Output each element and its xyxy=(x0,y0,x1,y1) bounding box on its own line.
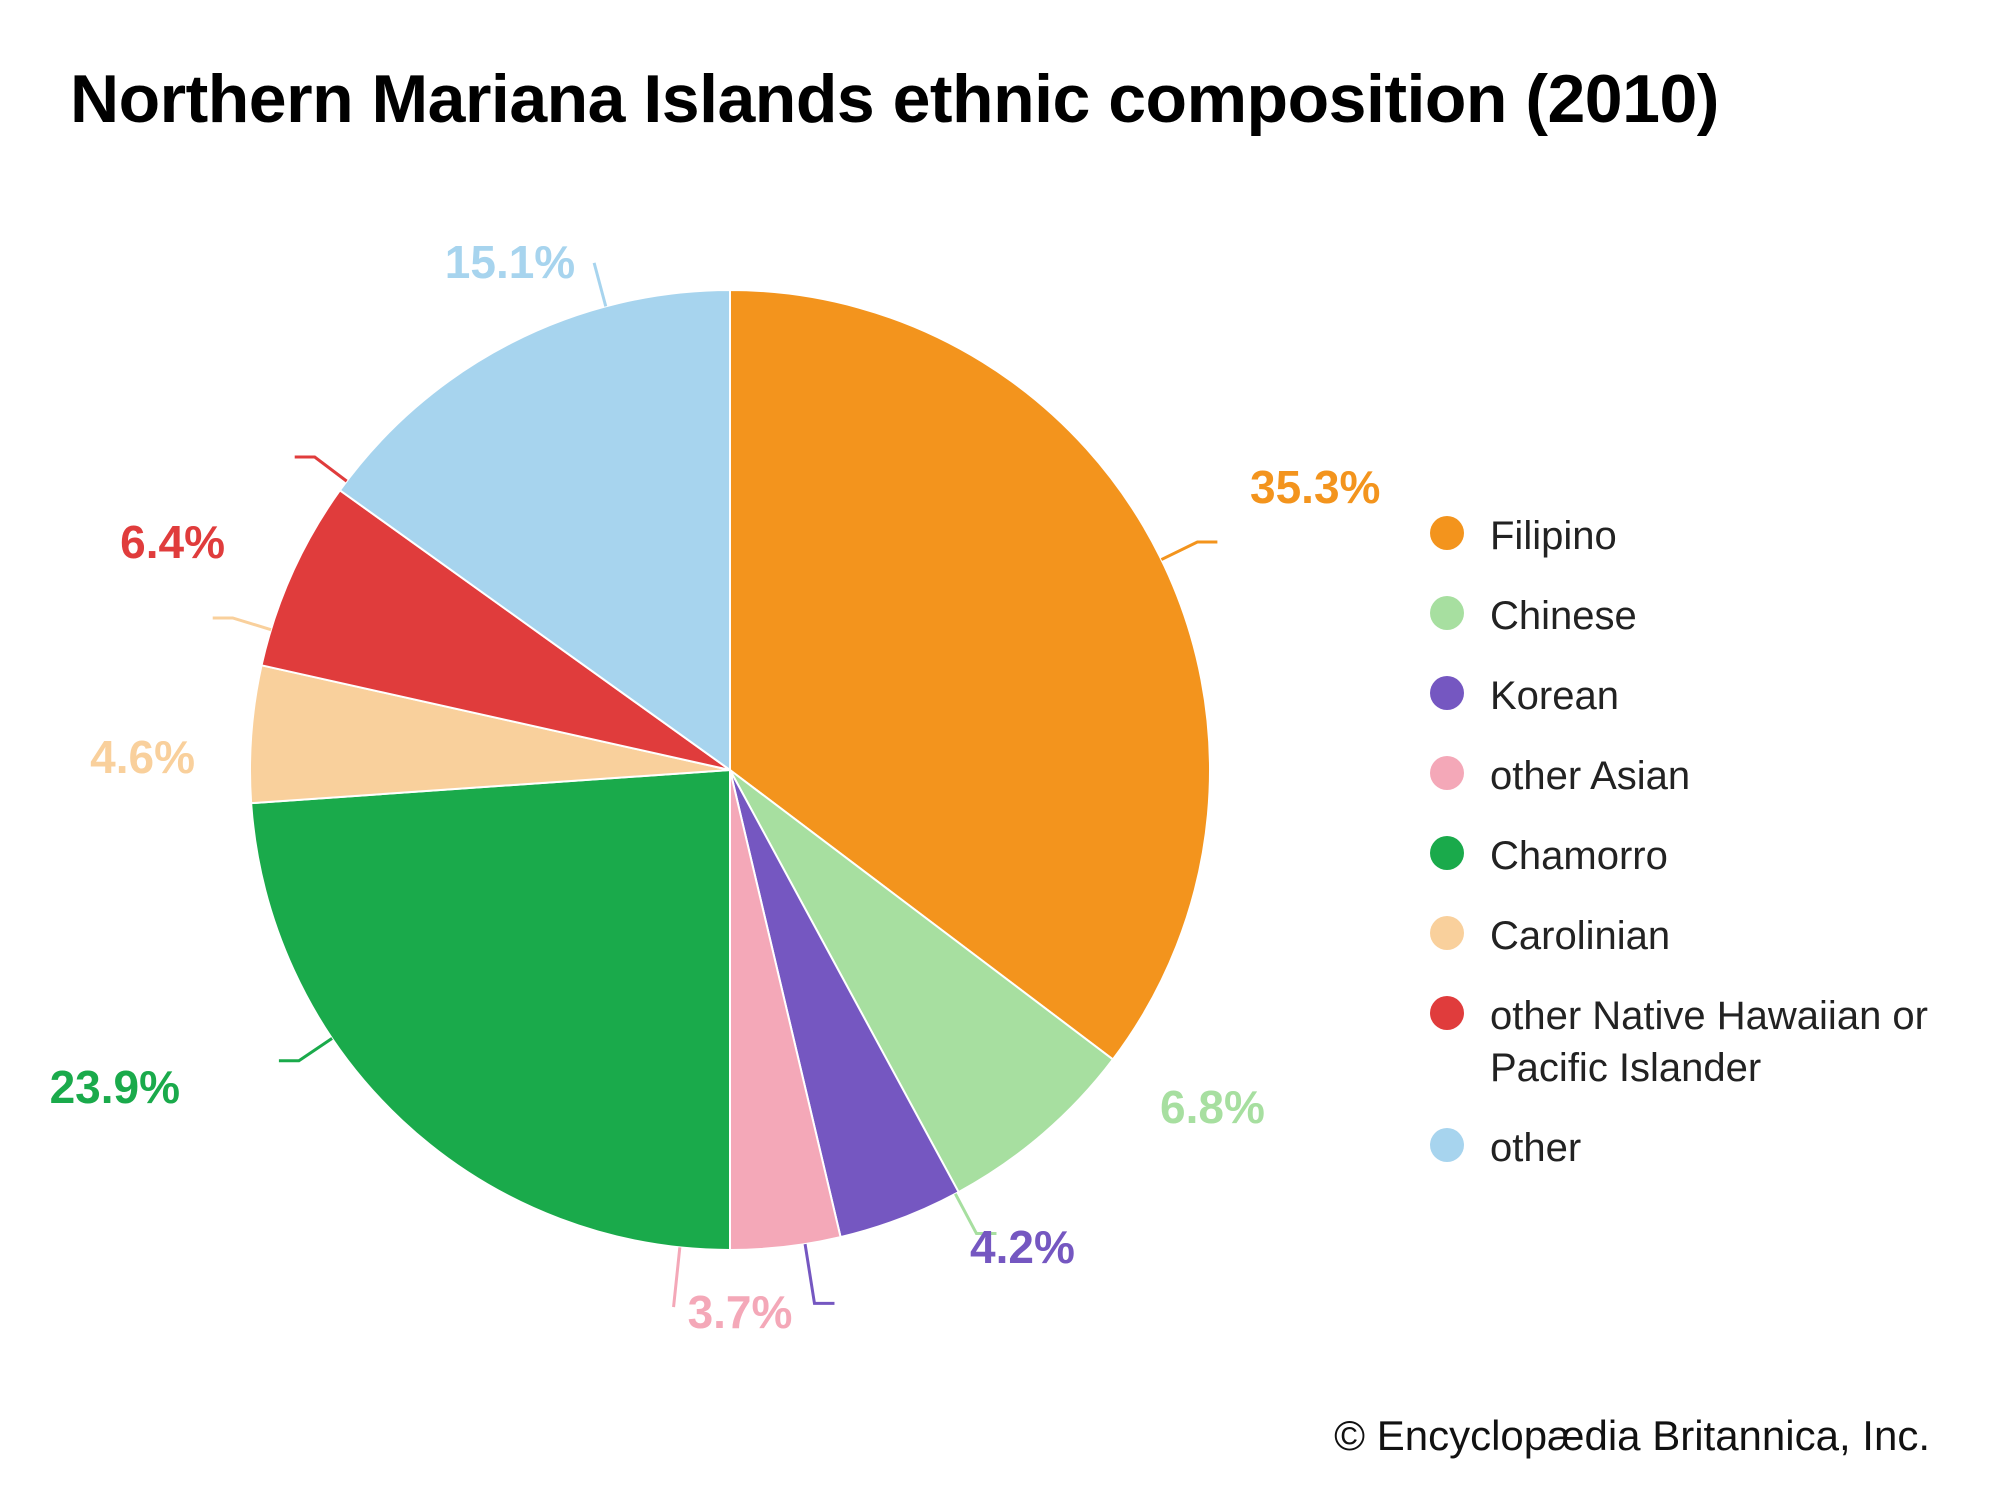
slice-percent-label: 35.3% xyxy=(1250,460,1380,514)
slice-percent-label: 4.2% xyxy=(970,1220,1075,1274)
legend-swatch xyxy=(1430,596,1464,630)
legend-item: other xyxy=(1430,1122,2000,1174)
slice-percent-label: 23.9% xyxy=(50,1060,180,1114)
legend-item: Korean xyxy=(1430,670,2000,722)
pie-slice xyxy=(251,770,730,1250)
chart-title: Northern Mariana Islands ethnic composit… xyxy=(70,60,1719,138)
legend-swatch xyxy=(1430,996,1464,1030)
leader-line xyxy=(594,263,606,306)
leader-line xyxy=(279,1038,332,1060)
legend-label: Korean xyxy=(1490,670,1619,722)
legend-item: Chinese xyxy=(1430,590,2000,642)
legend-item: Chamorro xyxy=(1430,830,2000,882)
legend-label: Chamorro xyxy=(1490,830,1668,882)
legend-item: Filipino xyxy=(1430,510,2000,562)
pie-svg xyxy=(70,180,1370,1380)
copyright: © Encyclopædia Britannica, Inc. xyxy=(1334,1412,1930,1460)
leader-line xyxy=(805,1244,834,1303)
legend-item: other Asian xyxy=(1430,750,2000,802)
legend-label: other Asian xyxy=(1490,750,1690,802)
legend-swatch xyxy=(1430,836,1464,870)
legend-item: Carolinian xyxy=(1430,910,2000,962)
slice-percent-label: 3.7% xyxy=(688,1285,793,1339)
leader-line xyxy=(213,618,271,630)
legend-item: other Native Hawaiian or Pacific Islande… xyxy=(1430,990,2000,1094)
legend-swatch xyxy=(1430,916,1464,950)
slice-percent-label: 4.6% xyxy=(90,730,195,784)
legend-label: Carolinian xyxy=(1490,910,1670,962)
legend-swatch xyxy=(1430,1128,1464,1162)
leader-line xyxy=(1161,542,1217,560)
legend-swatch xyxy=(1430,756,1464,790)
legend-label: Chinese xyxy=(1490,590,1637,642)
legend-label: other xyxy=(1490,1122,1581,1174)
leader-line xyxy=(674,1247,680,1307)
slice-percent-label: 6.4% xyxy=(120,515,225,569)
slice-percent-label: 15.1% xyxy=(445,235,575,289)
legend-swatch xyxy=(1430,516,1464,550)
leader-line xyxy=(295,457,347,481)
slice-percent-label: 6.8% xyxy=(1160,1080,1265,1134)
legend-label: Filipino xyxy=(1490,510,1617,562)
legend-swatch xyxy=(1430,676,1464,710)
legend-label: other Native Hawaiian or Pacific Islande… xyxy=(1490,990,2000,1094)
legend: Filipino Chinese Korean other Asian Chamorro… xyxy=(1430,510,2000,1202)
pie-chart: 35.3%6.8%4.2%3.7%23.9%4.6%6.4%15.1% Fili… xyxy=(70,180,1930,1380)
